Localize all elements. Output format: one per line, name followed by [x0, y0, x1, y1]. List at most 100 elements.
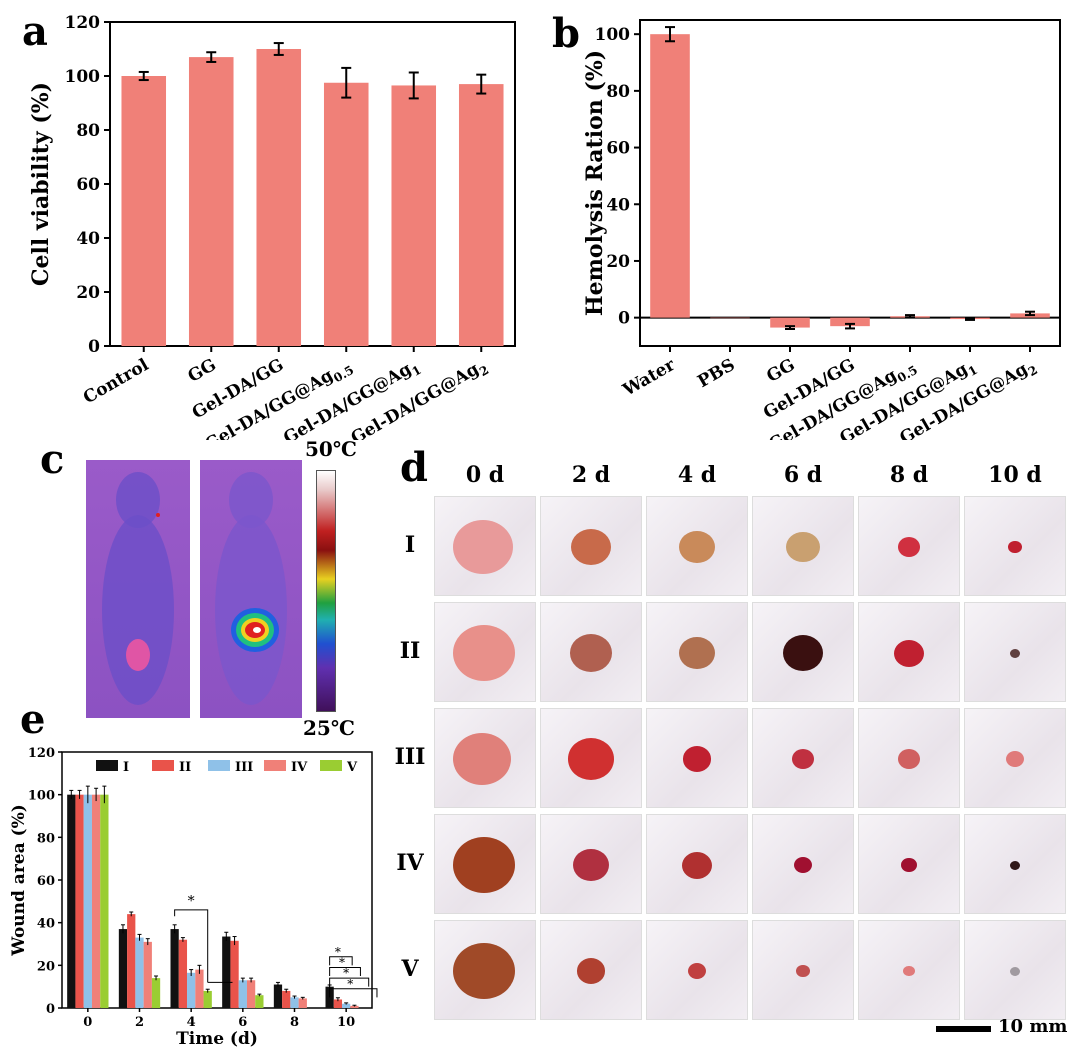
- mouse-silhouette-right-icon: [215, 472, 287, 705]
- panel-letter-b: b: [552, 10, 580, 57]
- significance-star: *: [335, 945, 341, 959]
- y-tick-label: 60: [37, 874, 55, 889]
- mouse-silhouette-left-icon: [102, 472, 174, 705]
- wound-photo: [434, 602, 536, 702]
- wound-photo: [964, 708, 1066, 808]
- bar-GG: [770, 317, 810, 328]
- wound-photo: [752, 496, 854, 596]
- wound-photo: [540, 814, 642, 914]
- bar-Control: [121, 76, 167, 346]
- day-column-label: 6 d: [783, 462, 823, 488]
- wound-icon: [453, 837, 515, 893]
- wound-icon: [682, 851, 712, 879]
- significance-star: *: [343, 966, 349, 980]
- group-row-label: III: [394, 744, 426, 770]
- group-row-label: IV: [396, 850, 424, 876]
- wound-photo: [858, 602, 960, 702]
- x-tick-label: Water: [619, 354, 679, 400]
- x-tick-label: 8: [290, 1015, 299, 1030]
- wound-photo: [964, 814, 1066, 914]
- wound-icon: [1010, 648, 1020, 658]
- wound-icon: [679, 530, 715, 564]
- legend-swatch-II: [152, 760, 174, 771]
- scale-bar-label: 10 mm: [998, 1016, 1068, 1037]
- scale-bar-line: [936, 1026, 991, 1032]
- wound-photo: [540, 602, 642, 702]
- day-column-label: 8 d: [889, 462, 929, 488]
- bar-IV-4: [195, 969, 204, 1008]
- bar-III-6: [238, 980, 247, 1008]
- wound-photo: [434, 708, 536, 808]
- wound-icon: [898, 537, 920, 557]
- wound-icon: [901, 857, 917, 873]
- panel-letter-e: e: [20, 696, 46, 743]
- group-row-label: V: [401, 956, 419, 982]
- legend-label-I: I: [123, 760, 129, 775]
- plot-frame: [639, 19, 1061, 347]
- day-column-label: 4 d: [677, 462, 717, 488]
- thermal-image-right: [200, 460, 302, 718]
- bar-III-0: [83, 794, 92, 1008]
- plot-frame: [109, 21, 516, 347]
- wound-icon: [1006, 750, 1024, 768]
- wound-icon: [571, 529, 611, 565]
- wound-icon: [453, 625, 515, 681]
- wound-photo: [752, 602, 854, 702]
- wound-photo: [964, 920, 1066, 1020]
- bar-Gel-DA/GG@Ag1: [391, 85, 437, 346]
- wound-icon: [894, 639, 924, 667]
- wound-icon: [794, 856, 812, 874]
- x-axis-label: Time (d): [176, 1029, 258, 1048]
- wound-icon: [792, 749, 814, 769]
- wound-icon: [453, 732, 511, 786]
- bar-II-6: [230, 940, 239, 1008]
- y-tick-label: 120: [65, 13, 101, 33]
- significance-bracket: [329, 956, 353, 966]
- wound-icon: [688, 962, 706, 980]
- y-tick-label: 100: [595, 25, 631, 45]
- x-tick-label: 2: [135, 1015, 144, 1030]
- x-tick-label: 10: [337, 1015, 355, 1030]
- wound-icon: [453, 943, 515, 999]
- bar-PBS: [710, 317, 750, 319]
- y-axis-label: Hemolysis Ration (%): [582, 50, 608, 316]
- y-tick-label: 0: [618, 309, 630, 329]
- thermal-image-left: [86, 460, 190, 718]
- colorbar-max-label: 50℃: [305, 437, 357, 461]
- legend-label-V: V: [346, 760, 358, 775]
- y-tick-label: 120: [28, 746, 55, 761]
- y-tick-label: 60: [76, 175, 100, 195]
- x-tick-label: Control: [80, 355, 153, 409]
- bar-II-10: [333, 999, 343, 1008]
- wound-icon: [679, 636, 715, 670]
- y-tick-label: 40: [606, 195, 630, 215]
- bar-III-2: [135, 937, 144, 1008]
- wound-icon: [796, 964, 810, 978]
- wound-icon: [1010, 966, 1020, 976]
- y-tick-label: 40: [37, 917, 55, 932]
- wound-icon: [1010, 860, 1020, 870]
- wound-icon: [786, 531, 820, 563]
- bar-V-6: [255, 995, 264, 1008]
- wound-photo: [752, 814, 854, 914]
- bar-I-2: [118, 929, 128, 1008]
- significance-star: *: [347, 977, 353, 991]
- bar-Gel-DA/GG@Ag2: [458, 84, 504, 346]
- bar-IV-2: [143, 941, 152, 1008]
- y-tick-label: 100: [28, 789, 55, 804]
- wound-photo: [646, 708, 748, 808]
- bar-Gel-DA/GG: [830, 317, 870, 327]
- wound-photo: [646, 496, 748, 596]
- wound-icon: [898, 749, 920, 769]
- wound-photo: [752, 708, 854, 808]
- bar-II-2: [127, 914, 136, 1008]
- y-tick-label: 80: [37, 831, 55, 846]
- bar-II-0: [75, 794, 84, 1008]
- day-column-label: 0 d: [465, 462, 505, 488]
- bar-I-0: [67, 794, 76, 1008]
- wound-photo: [858, 496, 960, 596]
- bar-II-4: [178, 939, 188, 1008]
- wound-photo: [646, 602, 748, 702]
